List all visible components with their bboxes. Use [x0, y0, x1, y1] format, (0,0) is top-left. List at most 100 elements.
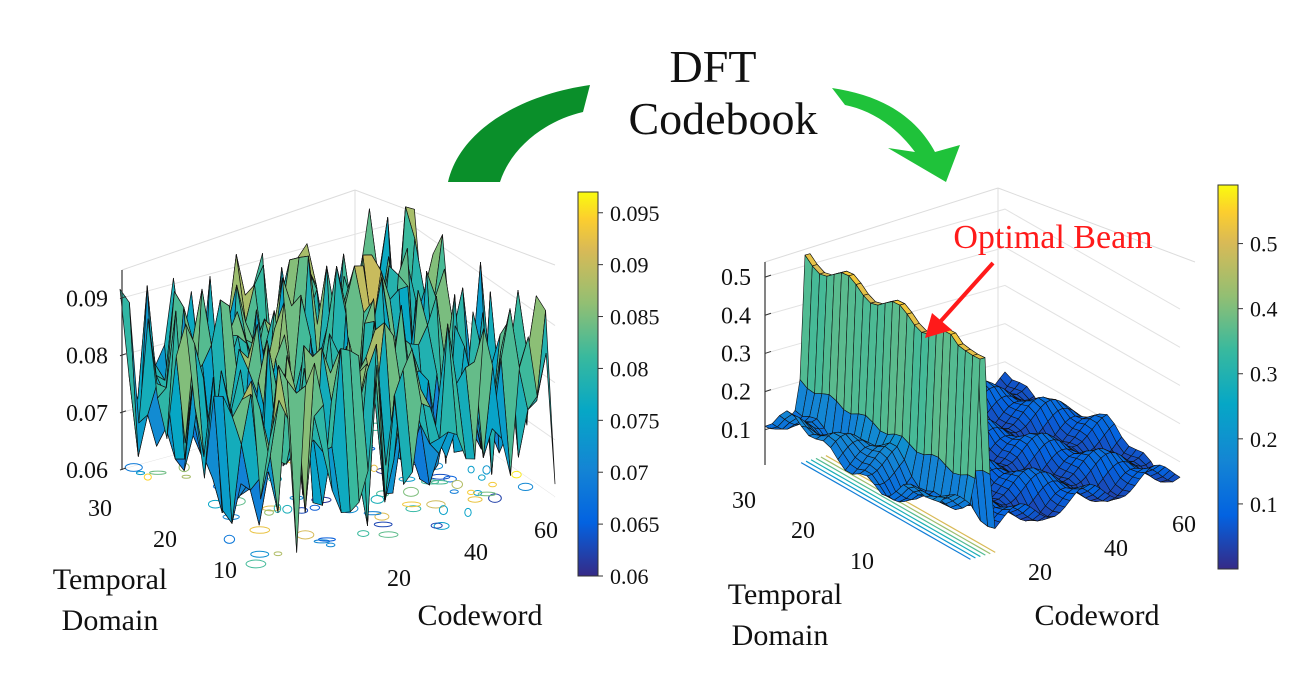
contour-line: [482, 465, 491, 475]
contour-line: [467, 496, 483, 503]
right-curved-arrow: [832, 88, 960, 182]
left-xlabel: Codeword: [418, 599, 543, 632]
z-tick-label: 0.1: [721, 418, 751, 444]
z-tick-label: 0.4: [721, 303, 751, 329]
contour-line: [264, 509, 274, 516]
contour-line: [378, 531, 399, 538]
right-ytick-10: 10: [850, 549, 874, 575]
z-tick-mark: [119, 467, 127, 471]
left-xtick-20: 20: [387, 566, 411, 592]
left-colorbar: [577, 191, 599, 577]
colorbar-tick-label: 0.1: [1250, 492, 1278, 517]
contour-line: [149, 470, 167, 475]
contour-line: [820, 456, 991, 555]
right-ylabel-line2: Domain: [732, 619, 829, 652]
colorbar-tick-label: 0.095: [610, 201, 660, 226]
contour-line: [223, 534, 236, 544]
z-tick-label: 0.2: [721, 380, 751, 406]
contour-line: [403, 486, 419, 497]
contour-line: [467, 465, 475, 474]
z-tick-mark: [764, 350, 772, 354]
contour-line: [477, 491, 497, 497]
colorbar-tick-label: 0.5: [1250, 232, 1278, 257]
right-surface-plot: 0.1 0.2 0.3 0.4 0.5 30 20 10 20 40 60 Tempor…: [721, 184, 1278, 652]
left-ytick-20: 20: [153, 527, 177, 553]
z-tick-mark: [119, 353, 127, 357]
contour-line: [810, 459, 981, 558]
header-line1: DFT: [670, 41, 757, 92]
z-tick-label: 0.08: [66, 344, 108, 370]
optimal-beam-label: Optimal Beam: [953, 219, 1152, 256]
z-tick-label: 0.07: [66, 401, 108, 427]
contour-line: [363, 511, 382, 516]
contour-line: [488, 493, 502, 503]
contour-line: [449, 489, 459, 494]
contour-line: [464, 507, 472, 517]
surface-patch: [260, 399, 280, 500]
left-curved-arrow: [448, 85, 590, 182]
contour-line: [402, 501, 422, 508]
optimal-beam-arrow: [925, 261, 995, 338]
left-xtick-60: 60: [534, 518, 558, 544]
left-surface-plot: 0.06 0.07 0.08 0.09 30 20 10 20 40 60 Tempo…: [53, 189, 660, 637]
z-tick-mark: [764, 274, 772, 278]
z-tick-mark: [764, 427, 772, 431]
contour-line: [805, 460, 976, 559]
colorbar-tick-label: 0.2: [1250, 427, 1278, 452]
right-xlabel: Codeword: [1035, 599, 1160, 632]
contour-line: [430, 522, 443, 529]
colorbar-tick-label: 0.075: [610, 408, 660, 433]
contour-line: [124, 463, 143, 472]
z-tick-label: 0.09: [66, 287, 108, 313]
z-tick-mark: [119, 410, 127, 414]
z-tick-mark: [764, 389, 772, 393]
contour-line: [815, 457, 986, 556]
z-tick-label: 0.5: [721, 265, 751, 291]
right-xtick-60: 60: [1172, 512, 1196, 538]
left-xtick-40: 40: [464, 540, 488, 566]
contour-line: [250, 550, 270, 558]
grid-line: [764, 208, 1181, 310]
right-xtick-40: 40: [1104, 536, 1128, 562]
surface-patch: [932, 496, 946, 503]
right-ytick-20: 20: [791, 518, 815, 544]
contour-line: [488, 481, 497, 488]
right-colorbar: [1217, 184, 1239, 570]
contour-line: [249, 526, 271, 534]
surface-patch: [119, 288, 139, 457]
contour-line: [262, 505, 281, 512]
colorbar-tick-label: 0.085: [610, 305, 660, 330]
contour-line: [245, 559, 267, 569]
contour-line: [282, 504, 293, 514]
left-colorbar-ticks: 0.06 0.065 0.07 0.075 0.08 0.085 0.09 0.095: [598, 201, 660, 589]
contour-line: [426, 500, 446, 509]
right-z-ticks: 0.1 0.2 0.3 0.4 0.5: [721, 265, 772, 444]
colorbar-tick-label: 0.09: [610, 253, 649, 278]
contour-line: [309, 504, 321, 511]
left-ylabel-line1: Temporal: [53, 563, 168, 596]
contour-line: [135, 471, 146, 476]
z-tick-mark: [764, 312, 772, 316]
right-xtick-20: 20: [1028, 560, 1052, 586]
contour-line: [370, 495, 385, 504]
contour-line: [405, 505, 422, 513]
colorbar-tick-label: 0.3: [1250, 362, 1278, 387]
contour-line: [511, 470, 522, 479]
colorbar-tick-label: 0.08: [610, 356, 649, 381]
contour-line: [318, 537, 336, 542]
contour-line: [467, 489, 475, 496]
contour-line: [373, 521, 393, 528]
contour-line: [473, 489, 483, 496]
colorbar-tick-label: 0.06: [610, 564, 649, 589]
contour-line: [325, 542, 336, 548]
right-ylabel-line1: Temporal: [728, 578, 843, 611]
contour-line: [433, 522, 450, 530]
right-ytick-30: 30: [732, 488, 756, 514]
left-surface-mesh: [119, 206, 556, 553]
colorbar-tick-label: 0.4: [1250, 297, 1278, 322]
left-ytick-30: 30: [88, 496, 112, 522]
contour-line: [357, 530, 370, 537]
contour-line: [273, 551, 283, 557]
colorbar-tick-label: 0.07: [610, 460, 649, 485]
